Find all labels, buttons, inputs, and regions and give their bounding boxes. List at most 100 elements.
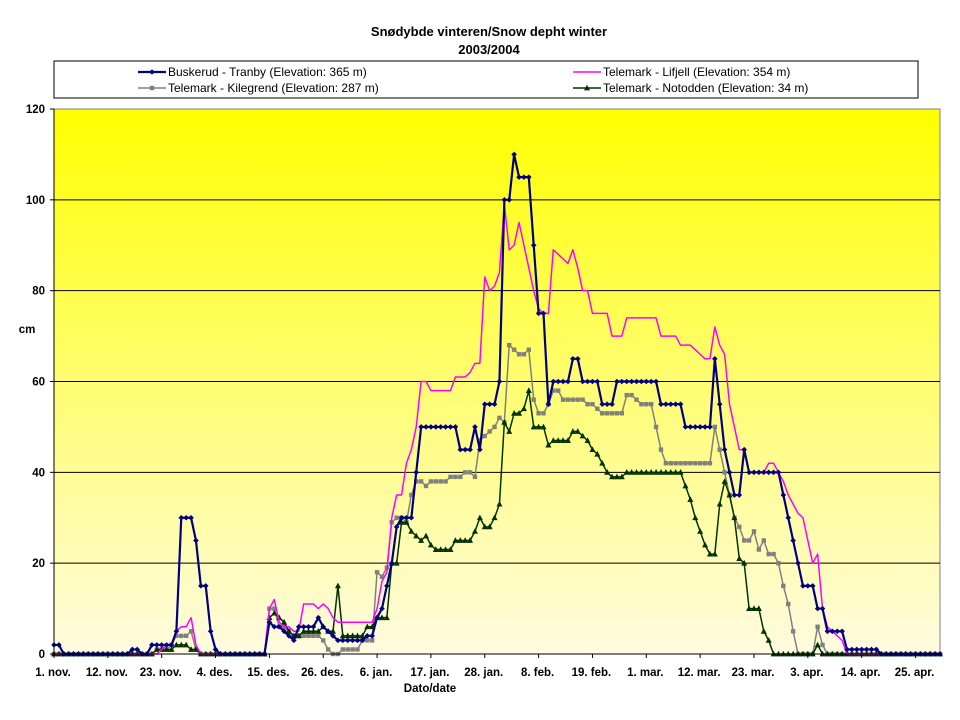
data-point xyxy=(858,646,865,653)
data-point xyxy=(623,378,630,385)
data-point xyxy=(403,514,410,521)
data-point xyxy=(550,437,557,443)
data-point xyxy=(379,605,385,612)
data-point xyxy=(540,310,547,317)
data-point xyxy=(834,628,841,635)
data-point xyxy=(692,424,699,430)
data-point xyxy=(624,392,629,398)
data-point xyxy=(693,461,698,466)
data-point xyxy=(291,637,297,644)
data-point xyxy=(374,570,380,575)
data-point xyxy=(555,437,562,443)
y-tick-label: 100 xyxy=(26,195,45,207)
data-point xyxy=(526,347,532,352)
data-point xyxy=(800,583,806,589)
data-point xyxy=(653,378,659,385)
x-tick-label: 1. mar. xyxy=(627,667,663,679)
data-point xyxy=(482,433,487,439)
data-point xyxy=(179,633,184,639)
data-point xyxy=(599,459,606,466)
data-point xyxy=(873,646,880,653)
data-point xyxy=(653,424,659,430)
data-point xyxy=(756,547,762,552)
data-point xyxy=(780,492,787,498)
data-point xyxy=(751,529,757,534)
legend-label: Telemark - Kilegrend (Elevation: 287 m) xyxy=(168,81,379,95)
data-point xyxy=(158,642,165,648)
data-point xyxy=(310,623,317,630)
data-point xyxy=(432,546,439,552)
data-point xyxy=(295,623,302,630)
data-point xyxy=(535,310,542,317)
data-point xyxy=(535,423,542,430)
data-point xyxy=(501,197,508,203)
data-point xyxy=(560,437,567,443)
data-point xyxy=(310,627,317,634)
data-point xyxy=(550,378,557,385)
data-point xyxy=(829,628,836,635)
data-point xyxy=(570,397,576,402)
data-point xyxy=(790,537,796,544)
data-point xyxy=(628,378,635,385)
data-point xyxy=(173,628,180,635)
data-point xyxy=(183,633,189,639)
data-point xyxy=(706,550,713,557)
data-point xyxy=(193,537,199,544)
data-point xyxy=(844,646,850,653)
data-point xyxy=(481,401,488,408)
x-tick-label: 12. mar. xyxy=(678,667,721,679)
data-point xyxy=(369,633,375,639)
data-point xyxy=(472,424,478,430)
data-point xyxy=(458,474,463,480)
data-point xyxy=(427,541,434,548)
data-point xyxy=(173,641,180,648)
data-point xyxy=(623,469,630,475)
chart-title: Snødybde vinteren/Snow depht winter xyxy=(371,24,607,39)
data-point xyxy=(643,378,650,385)
data-point xyxy=(153,642,160,648)
data-point xyxy=(545,441,552,448)
data-point xyxy=(520,405,527,412)
x-axis-label: Dato/date xyxy=(404,683,456,695)
data-point xyxy=(692,514,699,521)
data-point xyxy=(511,347,517,352)
legend: Buskerud - Tranby (Elevation: 365 m) Tele… xyxy=(138,65,808,95)
data-point xyxy=(163,642,170,648)
data-point xyxy=(736,555,743,562)
data-point xyxy=(511,151,517,158)
data-point xyxy=(129,646,136,653)
data-point xyxy=(447,424,454,430)
data-point xyxy=(471,528,478,534)
data-point xyxy=(178,514,185,521)
data-point xyxy=(315,614,322,621)
x-tick-label: 3. apr. xyxy=(790,667,823,679)
data-point xyxy=(716,401,723,408)
data-point xyxy=(639,402,644,407)
data-point xyxy=(433,479,439,484)
data-point xyxy=(741,538,747,543)
data-point xyxy=(756,469,762,476)
y-tick-label: 40 xyxy=(32,467,45,479)
data-point xyxy=(614,411,620,416)
data-point xyxy=(437,424,444,430)
data-point xyxy=(584,437,591,443)
data-point xyxy=(702,541,709,548)
data-point xyxy=(521,174,527,180)
data-point xyxy=(398,514,405,521)
data-point xyxy=(413,532,420,539)
data-point xyxy=(409,492,414,498)
data-point xyxy=(384,583,390,589)
data-point xyxy=(521,352,527,357)
data-point xyxy=(585,402,590,407)
x-tick-label: 6. jan. xyxy=(360,667,393,679)
y-tick-label: 120 xyxy=(26,104,45,116)
data-point xyxy=(345,647,350,652)
legend-item: Telemark - Notodden (Elevation: 34 m) xyxy=(573,81,808,95)
data-point xyxy=(428,424,434,430)
data-point xyxy=(746,538,752,543)
data-point xyxy=(628,469,635,475)
x-tick-label: 23. nov. xyxy=(140,667,182,679)
data-point xyxy=(486,401,493,408)
data-point xyxy=(579,378,586,385)
data-point xyxy=(662,469,669,475)
